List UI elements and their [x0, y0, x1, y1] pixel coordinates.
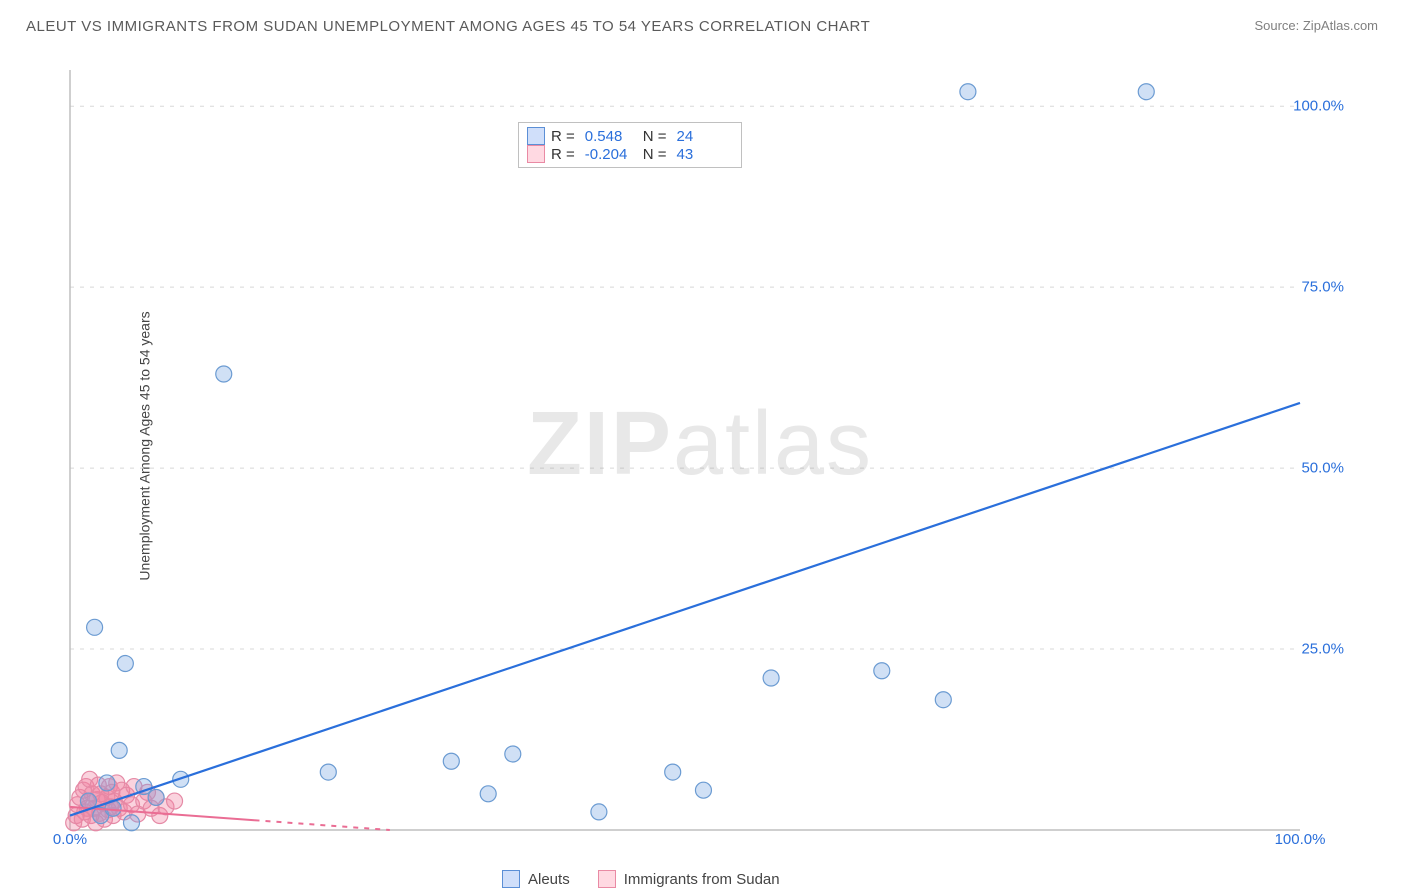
series-legend: Aleuts Immigrants from Sudan — [502, 870, 780, 888]
r-value: -0.204 — [585, 146, 637, 163]
x-tick-label: 0.0% — [53, 831, 87, 848]
r-value: 0.548 — [585, 128, 637, 145]
y-tick-label: 100.0% — [1293, 98, 1344, 115]
square-icon — [527, 127, 545, 145]
n-label: N = — [643, 128, 667, 145]
scatter-plot: ZIPatlas R = 0.548 N = 24 R = -0.204 N =… — [50, 60, 1350, 850]
r-label: R = — [551, 146, 575, 163]
r-label: R = — [551, 128, 575, 145]
source-attribution: Source: ZipAtlas.com — [1254, 18, 1378, 33]
legend-row: R = -0.204 N = 43 — [527, 145, 729, 163]
legend-row: R = 0.548 N = 24 — [527, 127, 729, 145]
legend-item: Immigrants from Sudan — [598, 870, 780, 888]
n-label: N = — [643, 146, 667, 163]
correlation-legend: R = 0.548 N = 24 R = -0.204 N = 43 — [518, 122, 742, 168]
legend-item: Aleuts — [502, 870, 570, 888]
n-value: 24 — [677, 128, 729, 145]
square-icon — [598, 870, 616, 888]
y-tick-label: 25.0% — [1301, 641, 1344, 658]
n-value: 43 — [677, 146, 729, 163]
x-tick-label: 100.0% — [1275, 831, 1326, 848]
y-tick-label: 75.0% — [1301, 279, 1344, 296]
y-tick-label: 50.0% — [1301, 460, 1344, 477]
series-label: Immigrants from Sudan — [624, 871, 780, 888]
square-icon — [527, 145, 545, 163]
square-icon — [502, 870, 520, 888]
series-label: Aleuts — [528, 871, 570, 888]
chart-title: ALEUT VS IMMIGRANTS FROM SUDAN UNEMPLOYM… — [26, 18, 870, 35]
chart-svg — [50, 60, 1350, 850]
